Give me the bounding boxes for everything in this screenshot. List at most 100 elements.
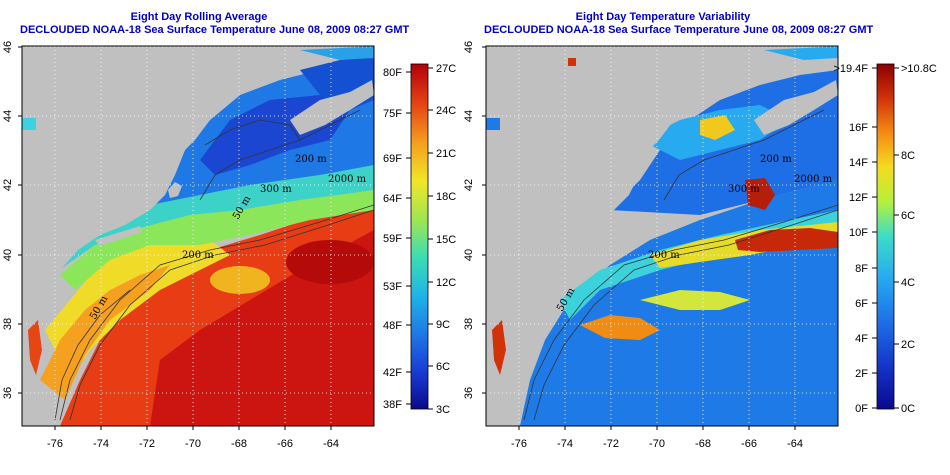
left-coastline-land [22,46,374,426]
right-contour-label-300m: 300 m [728,184,760,195]
left-colorbar-c-label: 3C [436,404,450,416]
left-colorbar-f-label: 53F [383,281,402,293]
left-contour-label-2000m: 2000 m [328,174,367,185]
left-map: 200 m 50 m 300 m 2000 m 50 m 200 m [22,46,374,426]
left-x-tick: -70 [185,438,201,450]
left-patch [22,118,36,130]
left-warm-streamer [210,266,270,294]
left-y-tick: 36 [2,387,14,399]
right-x-tick: -74 [557,438,573,450]
right-x-tick: -64 [787,438,803,450]
left-subtitle: DECLOUDED NOAA-18 Sea Surface Temperatur… [20,24,410,36]
right-x-tick: -72 [603,438,619,450]
left-colorbar-f-label: 42F [383,367,402,379]
right-colorbar-f-label: 0F [855,403,868,415]
left-grid [22,46,374,426]
left-colorbar-ramp [410,63,429,410]
right-colorbar-f-label: 16F [849,122,868,134]
left-title: Eight Day Rolling Average [130,11,268,23]
left-gulf-stream-ring [286,240,374,284]
left-y-tick: 40 [2,249,14,261]
right-colorbar-c-label: 6C [901,210,915,222]
left-colorbar-c-label: 9C [436,319,450,331]
left-colorbar-f-label: 48F [383,320,402,332]
left-y-tick: 44 [2,110,14,122]
left-colorbar-c-label: 12C [436,277,456,289]
right-x-tick: -76 [511,438,527,450]
left-colorbar-c-label: 6C [436,361,450,373]
right-colorbar-f-label: 6F [855,298,868,310]
left-shelf-green [60,190,374,290]
right-bathymetry [523,109,838,421]
left-colorbar-f-label: 64F [383,193,402,205]
right-map-frame [485,45,839,427]
right-y-tick: 44 [463,110,475,122]
right-y-tick: 46 [463,41,475,53]
right-yellow-streak [640,290,750,310]
right-colorbar-f-label: 2F [855,368,868,380]
right-red-speck [568,58,576,66]
right-red-ring [735,228,838,252]
right-coastline-land [486,46,838,426]
right-st-lawrence [764,46,838,60]
right-y-axis: 46 44 42 40 38 36 [463,41,486,399]
left-colorbar-c-label: 18C [436,191,456,203]
right-colorbar-ramp [876,63,895,410]
left-bathymetry [54,109,374,421]
left-colorbar: 80F 75F 69F 64F 59F 53F 48F 42F 38F 27C … [383,63,456,416]
right-orange-eddy [580,315,660,340]
right-red-patch-ne [745,178,775,210]
right-contour-label-200m: 200 m [648,250,680,261]
right-colorbar-c-label: >10.8C [901,63,937,75]
right-title: Eight Day Temperature Variability [575,11,751,23]
left-x-tick: -76 [47,438,63,450]
right-subtitle: DECLOUDED NOAA-18 Sea Surface Temperatur… [484,24,874,36]
left-x-tick: -74 [93,438,109,450]
left-colorbar-c-label: 27C [436,63,456,75]
right-x-tick: -66 [741,438,757,450]
left-shelf-cyan [60,165,374,268]
right-map: 200 m 300 m 2000 m 200 m 50 m [486,46,838,426]
left-x-tick: -72 [139,438,155,450]
right-colorbar-f-label: 4F [855,333,868,345]
left-y-tick: 46 [2,41,14,53]
left-colorbar-f-label: 38F [383,399,402,411]
right-x-tick: -68 [695,438,711,450]
right-y-tick: 42 [463,179,475,191]
right-contour-label-200m-north: 200 m [760,154,792,165]
left-contour-label-300m: 300 m [260,184,292,195]
left-map-frame [21,45,375,427]
left-y-tick: 38 [2,318,14,330]
right-yellow-ne [700,115,735,140]
right-colorbar-c-label: 2C [901,339,915,351]
right-colorbar-f-label: >19.4F [833,63,868,75]
right-colorbar: >19.4F 16F 14F 12F 10F 8F 6F 4F 2F 0F >1… [833,63,936,415]
right-contour-label-2000m: 2000 m [794,174,833,185]
left-x-axis: -76 -74 -72 -70 -68 -66 -64 [47,426,339,450]
right-colorbar-f-label: 10F [849,227,868,239]
right-colorbar-f-label: 12F [849,192,868,204]
right-y-tick: 38 [463,318,475,330]
left-colorbar-c-label: 15C [436,234,456,246]
right-colorbar-c-label: 0C [901,403,915,415]
right-y-tick: 36 [463,387,475,399]
left-contour-label-200m-north: 200 m [295,154,327,165]
right-colorbar-f-label: 14F [849,157,868,169]
left-x-tick: -64 [323,438,339,450]
right-grid [486,46,838,426]
right-colorbar-c-label: 4C [901,277,915,289]
left-x-tick: -66 [277,438,293,450]
left-colorbar-c-label: 21C [436,148,456,160]
right-chesapeake-bay [492,320,506,375]
left-colorbar-c-label: 24C [436,105,456,117]
right-x-tick: -70 [649,438,665,450]
left-contour-label-200m: 200 m [182,250,214,261]
right-nova-scotia-land [754,80,838,135]
right-y-tick: 40 [463,249,475,261]
left-colorbar-f-label: 80F [383,67,402,79]
left-long-island [95,226,142,246]
left-chesapeake-bay [28,320,42,375]
left-colorbar-f-label: 59F [383,233,402,245]
right-colorbar-c-label: 8C [901,150,915,162]
